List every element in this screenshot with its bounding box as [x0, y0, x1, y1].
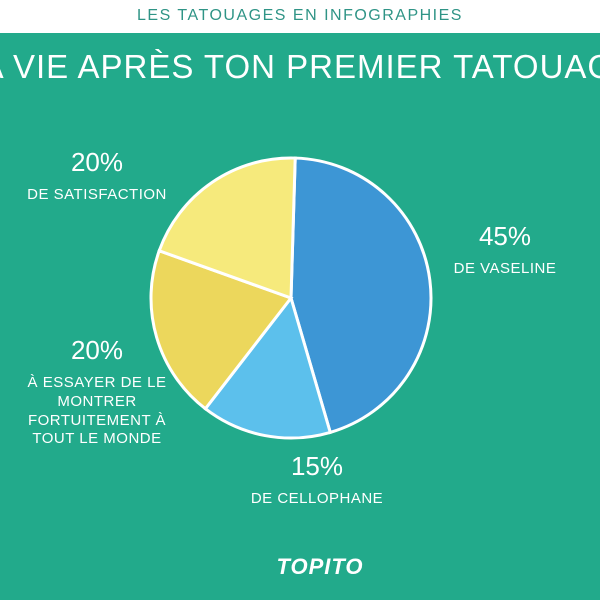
kicker: LES TATOUAGES EN INFOGRAPHIES: [137, 7, 463, 24]
value-label: 15%: [290, 451, 344, 481]
pie-slice: [203, 294, 333, 440]
category-label: DE SATISFACTION: [27, 186, 167, 203]
category-label: DE VASELINE: [453, 260, 557, 277]
pie-slice: [289, 156, 433, 435]
category-label: DE CELLOPHANE: [250, 490, 384, 507]
value-label: 20%: [70, 147, 124, 177]
value-label: 20%: [70, 335, 124, 365]
category-label: À ESSAYER DE LE MONTRER FORTUITEMENT À T…: [27, 374, 167, 448]
chart-title: TA VIE APRÈS TON PREMIER TATOUAGE: [0, 48, 600, 85]
value-label: 45%: [478, 221, 532, 251]
pie-slice: [157, 156, 297, 301]
header-band: [0, 0, 600, 33]
brand: TOPITO: [276, 554, 364, 579]
pie-slice: [149, 248, 294, 411]
